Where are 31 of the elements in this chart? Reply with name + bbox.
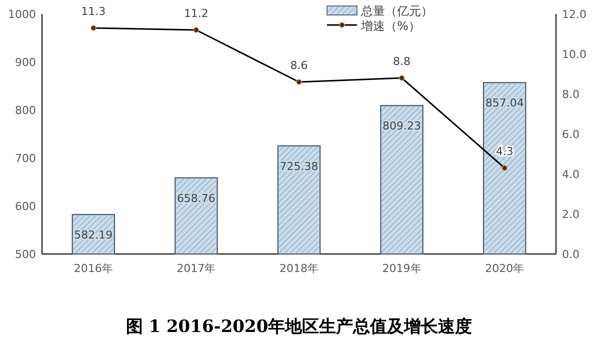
- data-label: 582.19: [74, 228, 113, 242]
- data-label: 658.76: [176, 192, 216, 205]
- data-label: 809.23: [382, 120, 422, 133]
- y2-tick-label: 10.0: [562, 48, 586, 61]
- y-tick-label: 1000: [8, 8, 36, 21]
- data-label: 11.3: [81, 5, 106, 18]
- y-tick-label: 700: [15, 152, 36, 165]
- y-tick-label: 600: [15, 200, 36, 213]
- data-label: 11.2: [184, 7, 208, 20]
- y2-tick-label: 8.0: [562, 88, 580, 101]
- x-tick-label: 2019年: [382, 262, 422, 275]
- data-label: 725.38: [280, 160, 318, 173]
- y2-tick-label: 2.0: [562, 208, 580, 221]
- x-tick-label: 2017年: [176, 262, 216, 275]
- y-tick-label: 500: [15, 248, 36, 261]
- data-label: 857.04: [485, 96, 524, 110]
- y-tick-label: 800: [15, 104, 36, 117]
- data-label: 4.3: [496, 145, 514, 158]
- legend-label: 总量（亿元）: [360, 4, 433, 18]
- text: 图 1 2016-2020年地区生产总值及增长速度: [126, 317, 472, 337]
- x-tick-label: 2020年: [485, 262, 524, 275]
- y-tick-label: 900: [15, 56, 36, 69]
- data-label: 8.6: [290, 59, 308, 72]
- data-label: 8.8: [393, 55, 411, 68]
- x-tick-label: 2018年: [280, 262, 318, 275]
- y2-tick-label: 0.0: [562, 248, 580, 261]
- y2-tick-label: 12.0: [562, 8, 586, 21]
- x-tick-label: 2016年: [74, 262, 113, 275]
- y2-tick-label: 4.0: [562, 168, 580, 181]
- legend-label: 增速（%）: [360, 19, 420, 33]
- y2-tick-label: 6.0: [562, 128, 580, 141]
